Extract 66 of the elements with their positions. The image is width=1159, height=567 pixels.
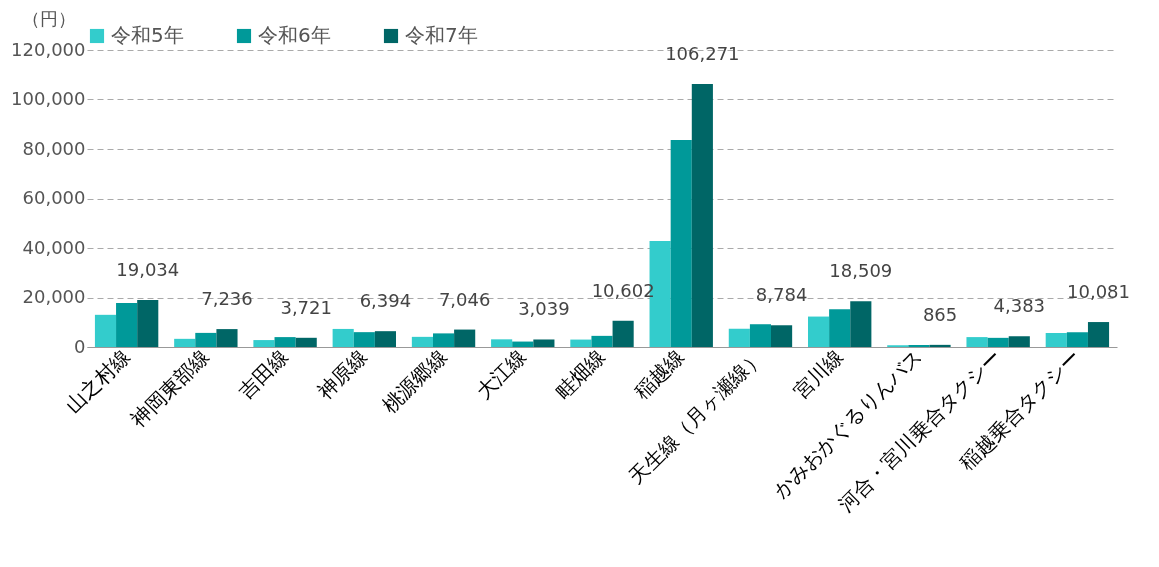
bar [491,339,513,347]
data-label: 106,271 [665,42,740,64]
y-tick-label: 120,000 [11,38,86,60]
bar [432,333,455,347]
bar [570,339,592,347]
bar [1008,336,1030,347]
bar [216,329,238,347]
data-label: 8,784 [755,284,808,306]
bar [374,331,396,347]
legend-label: 令和7年 [405,23,478,47]
bar [512,341,534,347]
bar [808,316,830,347]
bar [174,338,196,347]
legend-label: 令和6年 [258,23,331,47]
bar [691,83,713,347]
data-label: 4,383 [993,295,1046,317]
bar [612,320,634,347]
data-label: 7,236 [201,288,253,310]
data-label: 865 [922,303,958,325]
x-tick-label: 神原線 [312,344,373,404]
bar [295,337,317,347]
bar [670,140,692,347]
x-tick-label: 桃源郷線 [377,344,452,418]
bar [1045,332,1067,347]
bar [1066,332,1088,347]
x-tick-label: 吉田線 [233,344,293,404]
data-label: 19,034 [116,258,180,280]
data-label: 10,081 [1067,281,1131,303]
data-label: 7,046 [438,288,491,310]
bar [411,336,433,347]
bar [850,301,872,347]
bar [929,344,951,347]
y-tick-label: 40,000 [22,236,86,258]
bar [533,339,555,347]
bar [195,332,217,347]
y-tick-label: 100,000 [11,88,86,109]
bar [591,335,613,347]
data-label: 3,039 [518,298,570,320]
y-tick-label: 80,000 [22,137,86,159]
x-tick-label: 畦畑線 [550,344,610,404]
bar [771,325,793,347]
legend-label: 令和5年 [111,23,184,47]
bar [454,329,476,347]
x-tick-label: 大江線 [471,344,531,404]
bar [728,328,750,347]
y-tick-label: 0 [74,335,86,357]
y-axis-title: （円） [21,7,76,29]
y-tick-label: 20,000 [22,286,86,307]
bar [332,328,354,347]
x-tick-label: 稲越線 [629,344,690,404]
bar [749,324,772,347]
bar [829,309,851,347]
data-label: 3,721 [280,296,332,318]
bar [137,299,159,347]
y-tick-label: 60,000 [22,187,86,208]
x-tick-label: 宮川線 [788,344,848,404]
data-label: 6,394 [359,290,412,312]
bar [94,314,117,347]
bar [353,332,375,347]
bar [1087,322,1110,347]
bar [274,337,296,347]
bar [253,340,275,347]
bar [987,337,1009,347]
bar [966,337,988,347]
bar [116,302,138,347]
data-label: 18,509 [829,260,893,282]
